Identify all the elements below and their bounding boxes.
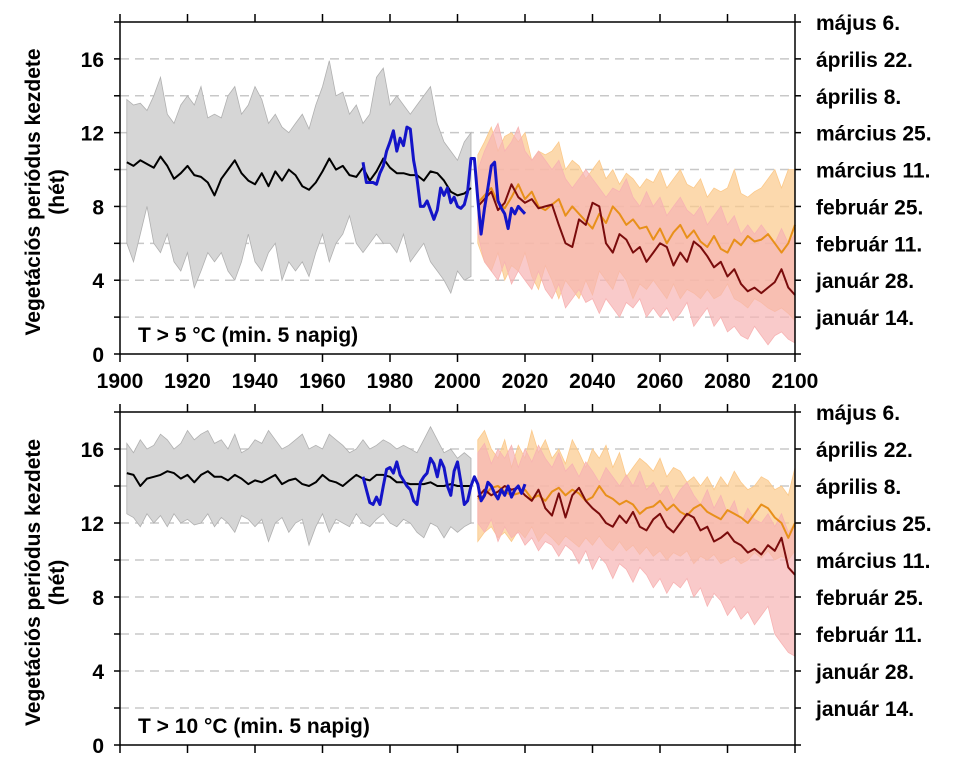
y-axis-label: Vegetációs periódus kezdete [22, 48, 45, 335]
x-tick-label: 2100 [772, 370, 819, 393]
y-tick-label: 0 [92, 344, 104, 367]
y-tick-label: 4 [92, 270, 104, 293]
date-label: január 14. [815, 307, 914, 330]
x-tick-label: 1960 [299, 370, 346, 393]
threshold-annotation: T > 10 °C (min. 5 napig) [138, 715, 370, 738]
simulation-line [126, 470, 471, 487]
date-label: május 6. [816, 12, 900, 35]
y-tick-label: 0 [92, 735, 104, 758]
x-tick-label: 1920 [164, 370, 211, 393]
simulation-band-area [126, 425, 472, 547]
scenario-red-line [477, 485, 796, 576]
date-label: február 11. [816, 233, 922, 256]
date-label: február 25. [816, 196, 923, 219]
date-label: március 25. [816, 123, 932, 146]
panel-1: 1900 1920 1940 1960 1980 2000 2020 2040 2060 2080… [22, 12, 932, 393]
threshold-annotation: T > 5 °C (min. 5 napig) [138, 324, 358, 347]
scenario-red-band-area [477, 122, 796, 346]
date-label: március 11. [816, 550, 930, 573]
scenario-red-line [477, 183, 796, 296]
x-tick-label: 2080 [704, 370, 751, 393]
date-label: március 11. [816, 160, 930, 183]
x-tick-label: 1940 [232, 370, 279, 393]
scenario-orange-line [477, 485, 796, 539]
y-tick-label: 4 [92, 661, 104, 684]
y-tick-label: 16 [81, 439, 104, 462]
date-label: február 25. [816, 587, 923, 610]
x-tick-label: 2040 [569, 370, 616, 393]
date-label: április 8. [816, 86, 901, 109]
date-label: április 22. [816, 439, 913, 462]
y-tick-label: 8 [92, 587, 104, 610]
panel-2: 0 4 8 12 16 május 6. április 22. április 8. márc… [22, 402, 932, 758]
date-label: április 8. [816, 476, 901, 499]
x-tick-label: 2020 [502, 370, 549, 393]
y-axis-unit: (hét) [46, 169, 69, 215]
y-axis-unit: (hét) [46, 560, 69, 606]
observation-line [361, 125, 527, 236]
x-tick-label: 2060 [637, 370, 684, 393]
y-tick-label: 16 [81, 49, 104, 72]
simulation-line [126, 155, 472, 197]
x-tick-label: 2000 [434, 370, 481, 393]
date-label: április 22. [816, 49, 913, 72]
date-label: február 11. [816, 624, 922, 647]
y-axis-label: Vegetációs periódus kezdete [22, 439, 45, 726]
scenario-orange-line [477, 183, 796, 254]
date-label: január 28. [815, 270, 914, 293]
simulation-band-area [126, 60, 472, 295]
y-tick-label: 12 [81, 513, 104, 536]
date-label: március 25. [816, 513, 932, 536]
date-label: január 28. [815, 661, 914, 684]
y-tick-label: 8 [92, 196, 104, 219]
x-tick-label: 1900 [97, 370, 144, 393]
x-tick-label: 1980 [367, 370, 414, 393]
observation-line [361, 456, 527, 506]
date-label: május 6. [816, 402, 900, 425]
y-tick-label: 12 [81, 123, 104, 146]
date-label: január 14. [815, 698, 914, 721]
